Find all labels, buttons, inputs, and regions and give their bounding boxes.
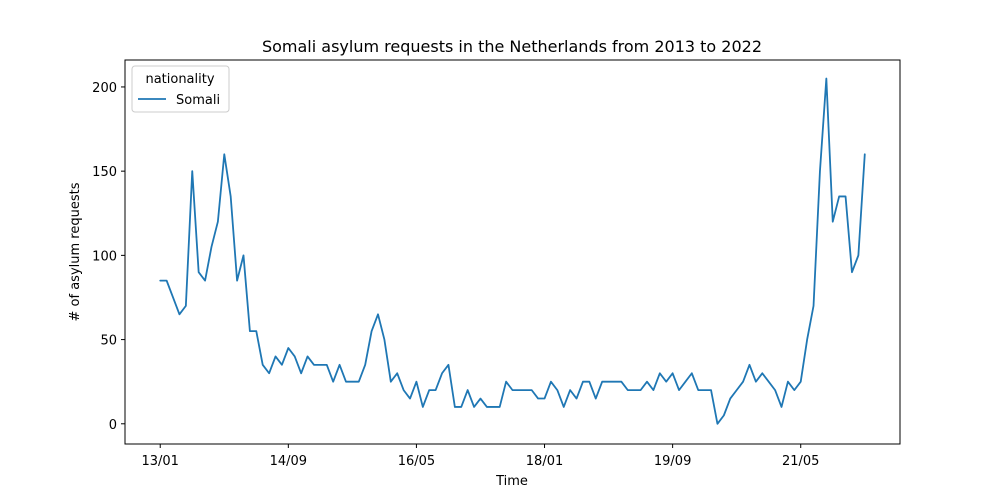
y-tick-label: 50: [100, 334, 117, 349]
y-tick-label: 0: [109, 418, 117, 433]
y-tick-label: 150: [92, 165, 117, 180]
x-tick-label: 13/01: [141, 454, 178, 469]
plot-area: 0 50 100 150 200 13/01 14/09 16/05 18/01 19/09 21/…: [92, 77, 866, 469]
legend: nationality Somali: [131, 65, 230, 113]
x-axis-title: Time: [495, 474, 528, 489]
legend-entry-label: Somali: [176, 93, 220, 108]
series-line-somali: [159, 77, 866, 425]
y-axis-title: # of asylum requests: [68, 182, 83, 321]
x-tick-label: 18/01: [526, 454, 563, 469]
x-tick-label: 14/09: [270, 454, 307, 469]
plot-frame: [124, 59, 901, 445]
x-tick-label: 19/09: [654, 454, 691, 469]
y-tick-label: 100: [92, 249, 117, 264]
legend-box: [131, 65, 230, 113]
x-tick-label: 21/05: [782, 454, 819, 469]
y-tick-label: 200: [92, 81, 117, 96]
x-tick-label: 16/05: [398, 454, 435, 469]
chart-title: Somali asylum requests in the Netherland…: [262, 37, 762, 56]
legend-title: nationality: [145, 72, 214, 87]
